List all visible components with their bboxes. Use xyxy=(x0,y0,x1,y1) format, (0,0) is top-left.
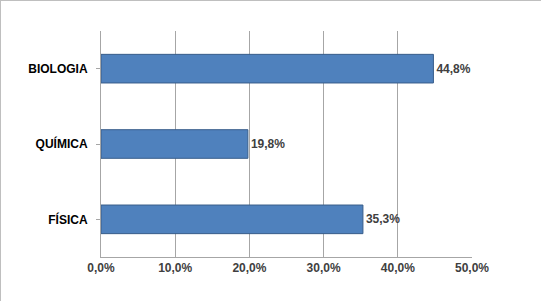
svg-text:FÍSICA: FÍSICA xyxy=(48,212,88,227)
svg-text:19,8%: 19,8% xyxy=(251,137,285,151)
svg-text:BIOLOGIA: BIOLOGIA xyxy=(28,62,88,76)
svg-text:0,0%: 0,0% xyxy=(87,261,115,275)
svg-text:QUÍMICA: QUÍMICA xyxy=(36,136,88,151)
svg-text:44,8%: 44,8% xyxy=(436,62,470,76)
svg-text:10,0%: 10,0% xyxy=(158,261,192,275)
svg-text:40,0%: 40,0% xyxy=(381,261,415,275)
svg-text:35,3%: 35,3% xyxy=(366,212,400,226)
svg-text:20,0%: 20,0% xyxy=(232,261,266,275)
svg-text:50,0%: 50,0% xyxy=(455,261,489,275)
svg-text:30,0%: 30,0% xyxy=(307,261,341,275)
